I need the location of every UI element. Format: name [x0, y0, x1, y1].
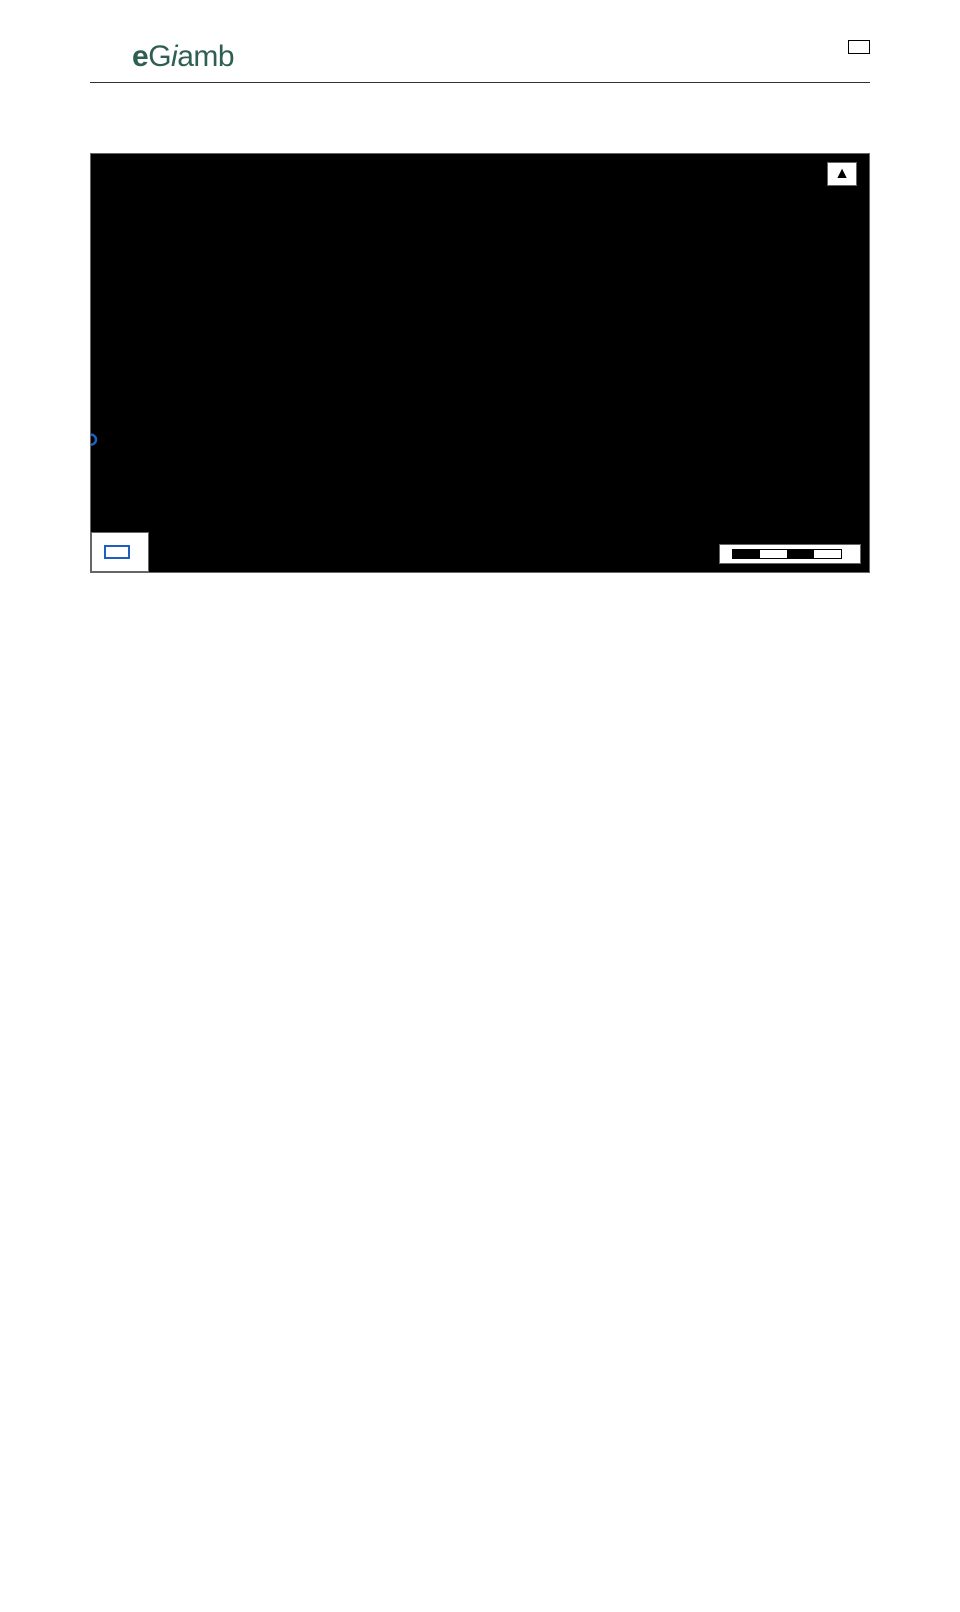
logo-bar: [90, 41, 126, 50]
north-arrow-icon: ▲: [827, 162, 857, 186]
scale-bar: [719, 544, 861, 564]
map-box: ▲: [90, 153, 870, 573]
map-legend: [91, 532, 149, 572]
header-rule: [90, 82, 870, 83]
logo-bar: [90, 65, 126, 74]
logo-text: eGiamb: [132, 40, 234, 74]
logo: eGiamb: [90, 40, 234, 74]
legend-swatch-outline: [104, 545, 130, 559]
logo-bars-icon: [90, 41, 126, 74]
legend-row: [104, 545, 136, 559]
logo-bar: [90, 53, 126, 62]
map-svg: [91, 154, 869, 572]
scale-bar-graphic: [732, 549, 842, 559]
header-meta-box: [848, 40, 870, 54]
arrow-glyph: ▲: [834, 166, 850, 182]
figure: ▲: [90, 153, 870, 573]
water-rect: [91, 154, 869, 572]
page-header: eGiamb: [90, 40, 870, 74]
